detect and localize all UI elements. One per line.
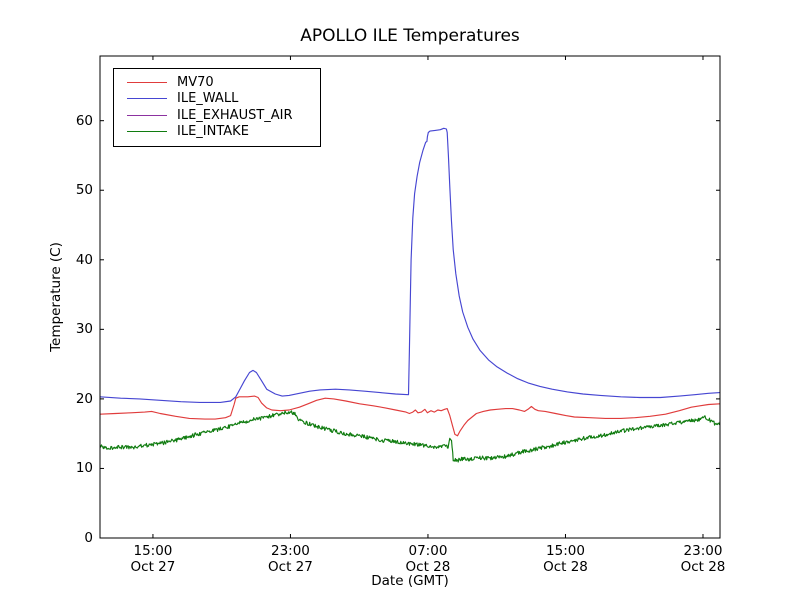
- chart-title: APOLLO ILE Temperatures: [300, 26, 520, 46]
- x-tick-date: Oct 27: [268, 559, 313, 575]
- x-tick-label-3: 15:00 Oct 28: [520, 543, 610, 575]
- x-tick-time: 07:00: [408, 543, 448, 559]
- y-tick-label-3: 30: [75, 321, 93, 338]
- x-tick-date: Oct 27: [130, 559, 176, 575]
- x-tick-date: Oct 28: [405, 559, 451, 575]
- y-tick-label-4: 40: [75, 251, 93, 268]
- x-tick-time: 15:00: [133, 543, 173, 559]
- series-line-ILE_WALL: [99, 127, 721, 403]
- x-tick-date: Oct 28: [543, 559, 588, 575]
- x-tick-date: Oct 28: [680, 559, 726, 575]
- y-tick-label-2: 20: [75, 390, 93, 407]
- legend-item-ile-exhaust-air: ILE_EXHAUST_AIR: [114, 107, 320, 124]
- legend-item-ile-wall: ILE_WALL: [114, 91, 320, 108]
- x-axis-label: Date (GMT): [371, 573, 449, 589]
- legend-line-sample-ile-wall: [127, 98, 167, 100]
- y-tick-label-5: 50: [75, 182, 93, 199]
- legend-line-sample-ile-exhaust-air: [127, 114, 167, 116]
- y-tick-label-0: 0: [84, 530, 93, 546]
- legend-line-sample-ile-intake: [127, 131, 167, 133]
- legend-item-mv70: MV70: [114, 74, 320, 91]
- legend-label: MV70: [177, 74, 214, 90]
- legend-line-sample-mv70: [127, 81, 167, 83]
- legend-label: ILE_INTAKE: [177, 124, 249, 140]
- x-tick-label-0: 15:00 Oct 27: [108, 543, 198, 575]
- x-tick-label-4: 23:00 Oct 28: [658, 543, 748, 575]
- legend: MV70 ILE_WALL ILE_EXHAUST_AIR ILE_INTAKE: [113, 68, 321, 147]
- legend-label: ILE_EXHAUST_AIR: [177, 107, 293, 123]
- x-tick-time: 23:00: [270, 543, 310, 559]
- x-tick-label-2: 07:00 Oct 28: [383, 543, 473, 575]
- x-tick-label-1: 23:00 Oct 27: [245, 543, 335, 575]
- plot-frame: [99, 55, 721, 539]
- legend-item-ile-intake: ILE_INTAKE: [114, 124, 320, 141]
- x-tick-time: 23:00: [683, 543, 723, 559]
- x-tick-time: 15:00: [546, 543, 585, 559]
- y-tick-label-1: 10: [75, 460, 93, 477]
- legend-label: ILE_WALL: [177, 91, 239, 107]
- y-tick-label-6: 60: [75, 112, 93, 129]
- series-line-MV70: [99, 395, 721, 437]
- series-line-ILE_INTAKE: [99, 410, 721, 463]
